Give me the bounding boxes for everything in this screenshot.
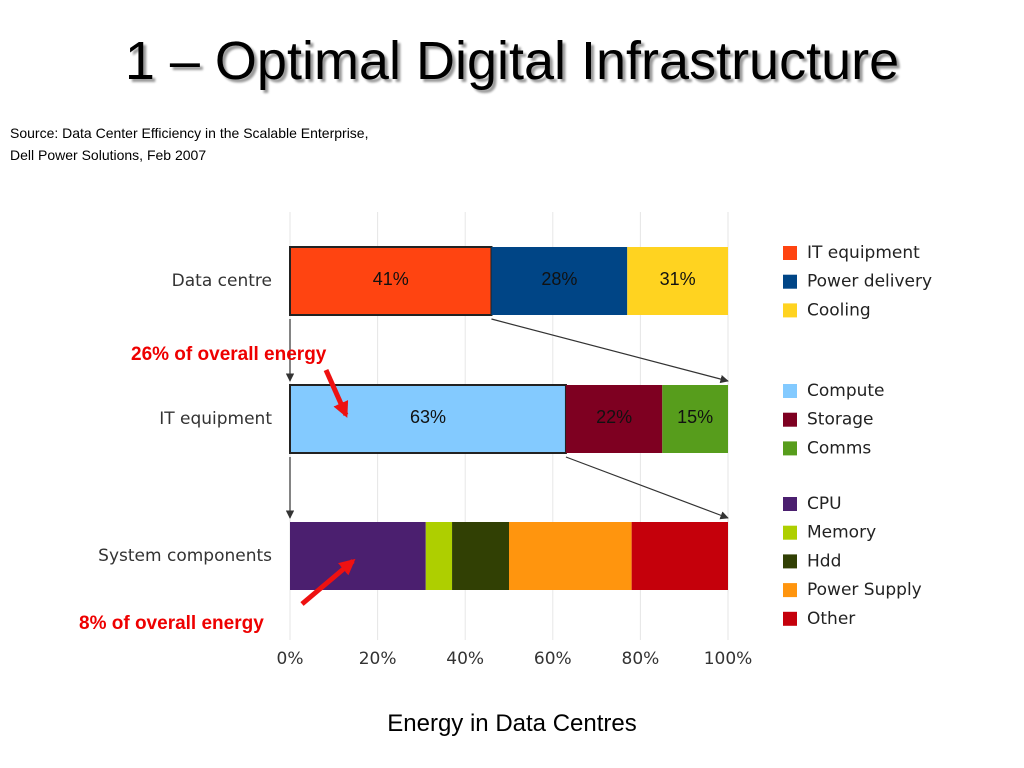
- x-axis-ticks: 0% 20% 40% 60% 80% 100%: [277, 649, 753, 669]
- data-label-data-centre-power-delivery: 28%: [541, 269, 577, 289]
- x-tick-label: 40%: [446, 649, 484, 669]
- x-tick-label: 80%: [622, 649, 660, 669]
- bar-segment-data-centre-it-equipment: [289, 246, 493, 316]
- annotations: 26% of overall energy 8% of overall energ…: [79, 344, 356, 634]
- source-line-2: Dell Power Solutions, Feb 2007: [10, 147, 207, 163]
- legend-swatch-storage: [783, 412, 797, 427]
- legend-label-comms: Comms: [807, 438, 871, 458]
- legend-label-storage: Storage: [807, 410, 874, 430]
- legend-swatch-other: [783, 611, 797, 626]
- bar-segment-it-equipment-storage: [565, 385, 663, 453]
- row-label-it-equipment: IT equipment: [159, 409, 272, 429]
- data-label-data-centre-cooling: 31%: [660, 269, 696, 289]
- data-label-it-equipment-storage: 22%: [596, 407, 632, 427]
- legend-swatch-cooling: [783, 303, 797, 318]
- x-tick-label: 0%: [277, 649, 304, 669]
- figure-caption: Energy in Data Centres: [387, 710, 637, 737]
- drilldown-arrow-right: [491, 318, 729, 384]
- annotation-text-2: 8% of overall energy: [79, 613, 264, 634]
- legend-swatch-compute: [783, 384, 797, 398]
- bar-segment-system-components-hdd: [452, 522, 509, 590]
- data-label-it-equipment-comms: 15%: [677, 407, 713, 427]
- legend-label-other: Other: [807, 609, 855, 629]
- source-note: Source: Data Center Efficiency in the Sc…: [10, 122, 368, 166]
- source-line-1: Source: Data Center Efficiency in the Sc…: [10, 125, 369, 141]
- legend-swatch-memory: [783, 525, 797, 540]
- bar-segment-system-components-cpu: [290, 522, 426, 590]
- x-tick-label: 60%: [534, 649, 572, 669]
- bar-segment-system-components-other: [631, 522, 728, 590]
- data-label-data-centre-it-equipment: 41%: [373, 269, 409, 289]
- legend-label-power-supply: Power Supply: [807, 580, 922, 600]
- bar-segment-system-components-power-supply: [509, 522, 632, 590]
- row-labels: Data centre IT equipment System components: [98, 271, 272, 566]
- x-tick-label: 100%: [704, 649, 753, 669]
- x-tick-label: 20%: [359, 649, 397, 669]
- legend-label-hdd: Hdd: [807, 551, 841, 571]
- bar-segment-data-centre-power-delivery: [491, 247, 628, 315]
- row-label-system-components: System components: [98, 546, 272, 566]
- legend: IT equipment Power delivery Cooling Compute…: [783, 243, 932, 629]
- annotation-arrow-1: [323, 368, 349, 418]
- legend-label-cpu: CPU: [807, 494, 842, 514]
- data-label-it-equipment-compute: 63%: [410, 407, 446, 427]
- bar-segment-it-equipment-comms: [662, 385, 728, 453]
- legend-swatch-hdd: [783, 554, 797, 569]
- legend-label-compute: Compute: [807, 381, 885, 401]
- connectors: [285, 318, 729, 520]
- legend-label-power-delivery: Power delivery: [807, 272, 932, 292]
- legend-label-cooling: Cooling: [807, 300, 871, 320]
- row-label-data-centre: Data centre: [172, 271, 272, 291]
- legend-swatch-cpu: [783, 497, 797, 511]
- legend-swatch-power-delivery: [783, 274, 797, 289]
- slide-title: 1 – Optimal Digital Infrastructure: [124, 31, 900, 91]
- bar-segment-data-centre-cooling: [627, 247, 728, 315]
- drilldown-arrow-right: [565, 456, 729, 520]
- legend-swatch-power-supply: [783, 583, 797, 598]
- legend-swatch-it-equipment: [783, 246, 797, 260]
- bar-segment-system-components-memory: [425, 522, 453, 590]
- annotation-arrow-2: [300, 558, 356, 606]
- legend-swatch-comms: [783, 441, 797, 456]
- annotation-text-1: 26% of overall energy: [131, 344, 327, 365]
- legend-label-memory: Memory: [807, 523, 876, 543]
- bars: 41% 28% 31% 63% 22% 15%: [289, 246, 728, 590]
- legend-label-it-equipment: IT equipment: [807, 243, 920, 263]
